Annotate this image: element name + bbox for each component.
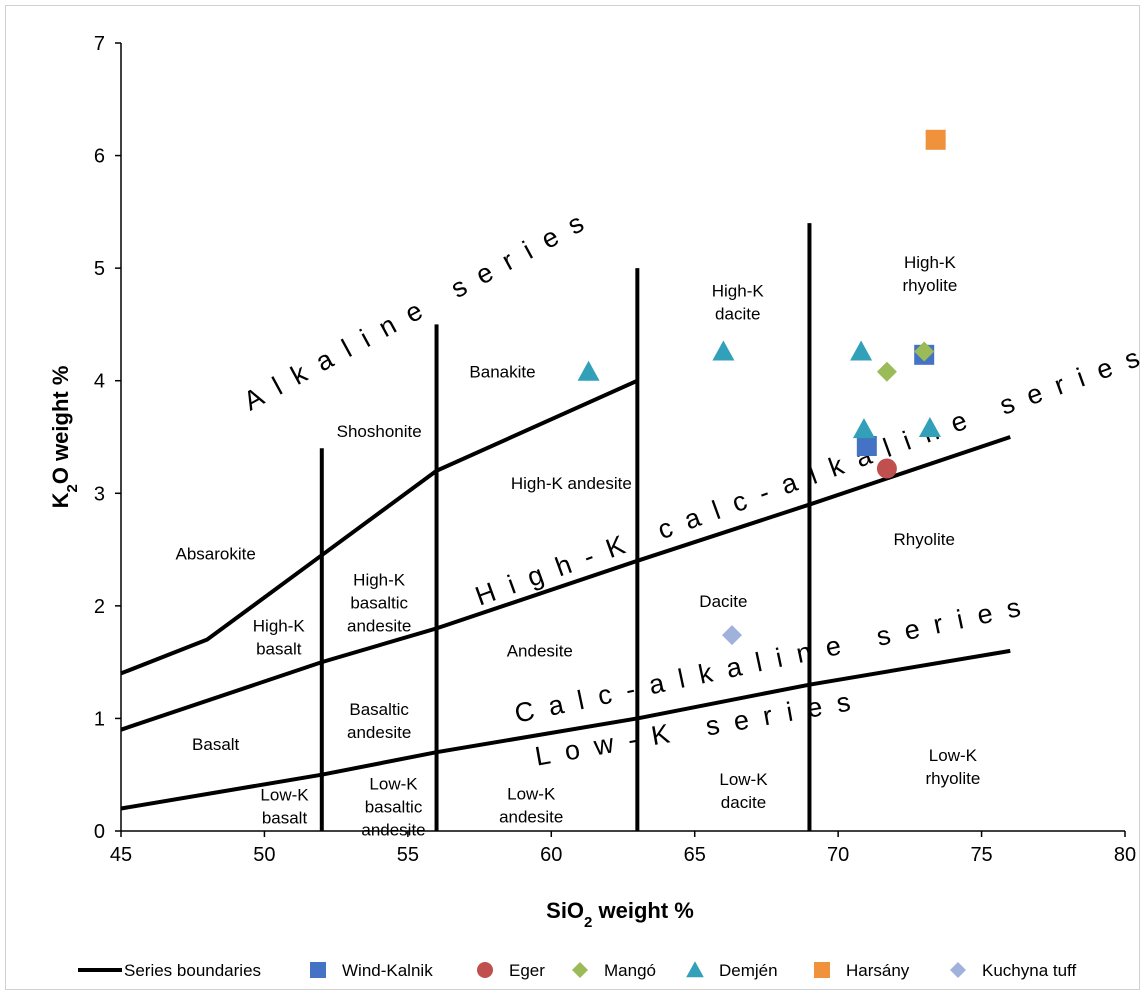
rock-field-label: Low-K basaltic andesite [361, 774, 425, 839]
legend-marker-swatch [814, 962, 830, 978]
data-points-layer [577, 129, 946, 646]
x-tick-label: 55 [397, 844, 419, 866]
y-tick-label: 6 [94, 146, 105, 168]
y-tick-label: 1 [94, 708, 105, 730]
y-axis-title: K2O weight % [48, 366, 81, 509]
data-point [876, 458, 897, 479]
rock-field-label: Basalt [192, 735, 240, 754]
y-tick-label: 2 [94, 596, 105, 618]
rock-field-label: High-K basaltic andesite [347, 571, 411, 636]
data-point [712, 340, 735, 361]
x-tick-label: 60 [540, 844, 562, 866]
y-tick-label: 5 [94, 258, 105, 280]
series-boundaries-layer [120, 223, 1011, 831]
y-tick-label: 7 [94, 33, 105, 55]
legend-entry-label: Harsány [846, 961, 910, 980]
rock-field-label: Dacite [699, 592, 747, 611]
rock-field-label: Low-K andesite [499, 784, 563, 826]
rock-field-label: Shoshonite [337, 422, 422, 441]
x-tick-label: 75 [970, 844, 992, 866]
legend-entry-label: Wind-Kalnik [342, 961, 433, 980]
chart-frame [5, 5, 1140, 990]
data-point [850, 340, 873, 361]
y-tick-label: 0 [94, 821, 105, 843]
legend-marker-swatch [686, 961, 704, 978]
legend-entry-label: Kuchyna tuff [982, 961, 1076, 980]
legend-entry-label: Eger [509, 961, 545, 980]
rock-field-label: Absarokite [175, 545, 255, 564]
y-tick-label: 4 [94, 371, 105, 393]
rock-field-label: High-K basalt [253, 617, 306, 659]
rock-field-label: Banakite [469, 362, 535, 381]
data-point [914, 341, 935, 362]
legend-entry-label: Demjén [719, 961, 778, 980]
rock-field-label: High-K dacite [712, 281, 765, 323]
data-point [876, 361, 897, 382]
data-point [577, 360, 600, 381]
rock-field-label: Andesite [507, 642, 573, 661]
rock-field-label: Low-K dacite [719, 770, 768, 812]
x-tick-label: 45 [110, 844, 132, 866]
legend-marker-swatch [572, 962, 588, 978]
rock-field-label: High-K andesite [511, 474, 632, 493]
rock-field-label: Rhyolite [893, 530, 954, 549]
legend-marker-swatch [950, 962, 966, 978]
rock-field-label: Low-K rhyolite [925, 746, 980, 788]
rock-field-label: Basaltic andesite [347, 700, 411, 742]
rock-field-label: High-K rhyolite [903, 253, 958, 295]
series-region-label: Alkaline series [239, 201, 602, 417]
legend-entry-label: Mangó [604, 961, 656, 980]
data-point [852, 418, 875, 439]
x-tick-label: 80 [1114, 844, 1136, 866]
legend-entry-label: Series boundaries [124, 961, 261, 980]
data-point [918, 416, 941, 437]
series-boundary-line [120, 648, 1011, 811]
x-tick-label: 70 [827, 844, 849, 866]
x-tick-label: 50 [253, 844, 275, 866]
x-axis-title: SiO2 weight % [546, 898, 694, 931]
legend-marker-swatch [310, 962, 326, 978]
y-tick-label: 3 [94, 483, 105, 505]
data-point [722, 625, 743, 646]
x-tick-label: 65 [684, 844, 706, 866]
legend-marker-swatch [477, 962, 493, 978]
legend: Series boundaries Wind-Kalnik Eger Mangó Dem… [78, 961, 1076, 980]
data-point [856, 436, 877, 457]
data-point [925, 129, 946, 150]
rock-labels-layer: Absarokite Shoshonite Banakite High-K dacite… [175, 253, 980, 839]
series-boundary-line [120, 435, 1011, 732]
rock-field-label: Low-K basalt [260, 786, 309, 828]
